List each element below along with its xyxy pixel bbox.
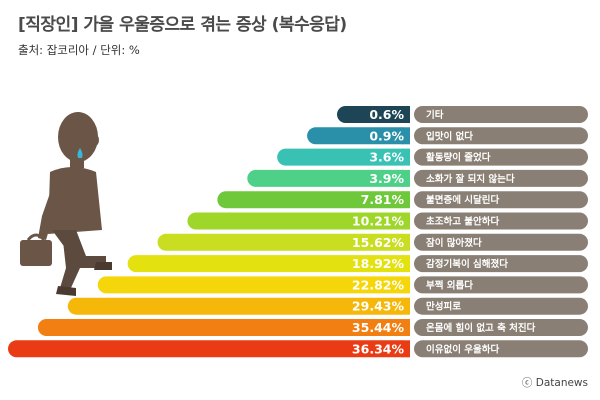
- chart-source: 출처: 잡코리아 / 단위: %: [18, 43, 140, 57]
- category-label-box: [414, 233, 588, 251]
- category-label: 감정기복이 심해졌다: [426, 258, 508, 270]
- category-label: 소화가 잘 되지 않는다: [426, 173, 515, 185]
- category-label: 활동량이 줄었다: [426, 152, 491, 164]
- bar: [247, 169, 410, 187]
- bar-edge: [401, 169, 410, 187]
- category-label-box: [414, 169, 588, 187]
- category-label-box: [414, 319, 588, 336]
- value-label: 15.62%: [352, 235, 405, 250]
- bar: [337, 106, 410, 123]
- category-label-box: [414, 212, 588, 230]
- category-label: 불면증에 시달린다: [426, 194, 499, 206]
- bars-group: 0.6% 기타 0.9% 입맛이 없다 3.6% 활동량이 줄었다 3.9% 소화가 잘 되지…: [8, 106, 588, 358]
- bar: [67, 297, 411, 315]
- bar-edge: [401, 276, 410, 294]
- bar-edge: [401, 212, 410, 230]
- bar: [157, 233, 410, 251]
- value-label: 36.34%: [352, 341, 405, 356]
- bar-edge: [401, 127, 410, 145]
- category-label: 초조하고 불안하다: [426, 216, 499, 228]
- bar-edge: [401, 233, 410, 251]
- bar-edge: [401, 297, 410, 315]
- category-label-box: [414, 340, 588, 358]
- value-label: 3.6%: [369, 150, 404, 165]
- value-label: 22.82%: [352, 277, 405, 292]
- category-label: 만성피로: [426, 301, 461, 313]
- bar: [307, 127, 410, 145]
- value-label: 29.43%: [352, 299, 405, 314]
- value-label: 0.9%: [369, 128, 404, 143]
- category-label: 입맛이 없다: [426, 130, 473, 142]
- value-label: 0.6%: [369, 107, 404, 122]
- bar-edge: [401, 255, 410, 273]
- bar-edge: [401, 340, 410, 358]
- category-label-box: [414, 297, 588, 315]
- category-label-box: [414, 106, 588, 123]
- bar: [187, 212, 410, 230]
- bar-edge: [401, 319, 410, 336]
- category-label-box: [414, 276, 588, 294]
- bar: [97, 276, 411, 294]
- bar-edge: [401, 106, 410, 123]
- bar-edge: [401, 191, 410, 209]
- value-label: 10.21%: [352, 214, 405, 229]
- category-label: 기타: [426, 109, 444, 121]
- bar: [217, 191, 410, 209]
- worried-person-illustration: [20, 112, 112, 296]
- category-label: 온몸에 힘이 없고 축 처진다: [426, 322, 536, 334]
- bar: [8, 340, 410, 358]
- bar-edge: [401, 148, 410, 166]
- category-label-box: [414, 127, 588, 145]
- value-label: 7.81%: [361, 192, 405, 207]
- category-label: 부쩍 외롭다: [426, 279, 473, 291]
- bar: [37, 319, 411, 336]
- chart-title: [직장인] 가을 우울증으로 겪는 증상 (복수응답): [18, 15, 347, 35]
- category-label: 잠이 많아졌다: [426, 237, 482, 249]
- datanews-credit: ⓒ Datanews: [521, 377, 588, 389]
- category-label: 이유없이 우울하다: [426, 343, 499, 355]
- value-label: 3.9%: [369, 171, 404, 186]
- category-label-box: [414, 148, 588, 166]
- value-label: 18.92%: [352, 256, 405, 271]
- value-label: 35.44%: [352, 320, 405, 335]
- bar: [277, 148, 410, 166]
- category-label-box: [414, 191, 588, 209]
- category-label-box: [414, 255, 588, 273]
- bar: [127, 255, 411, 273]
